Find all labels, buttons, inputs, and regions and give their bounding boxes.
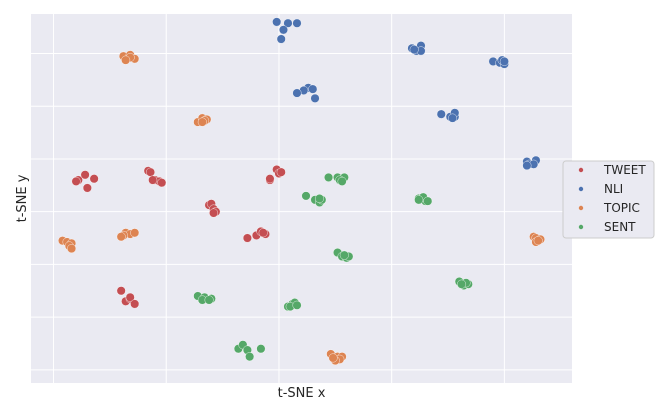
data-point bbox=[276, 167, 286, 177]
data-point bbox=[448, 113, 458, 123]
data-point bbox=[522, 161, 532, 171]
data-point bbox=[80, 170, 90, 180]
data-point bbox=[245, 352, 255, 362]
data-point bbox=[301, 191, 311, 201]
data-point bbox=[265, 174, 275, 184]
legend-label: TOPIC bbox=[603, 201, 640, 215]
data-point bbox=[197, 117, 207, 127]
y-axis-label: t-SNE y bbox=[15, 174, 30, 222]
legend-marker bbox=[578, 186, 584, 192]
data-point bbox=[130, 299, 140, 309]
legend: TWEET NLI TOPIC SENT bbox=[562, 160, 655, 239]
data-point bbox=[324, 172, 334, 182]
series-topic bbox=[58, 50, 545, 366]
data-point bbox=[209, 208, 219, 218]
data-point bbox=[315, 193, 325, 203]
data-point bbox=[121, 55, 131, 65]
data-point bbox=[145, 167, 155, 177]
data-point bbox=[116, 286, 126, 296]
series-tweet bbox=[71, 165, 286, 309]
data-point bbox=[292, 18, 302, 28]
data-point bbox=[499, 56, 509, 66]
data-point bbox=[258, 228, 268, 238]
data-point bbox=[82, 183, 92, 193]
legend-marker bbox=[578, 224, 584, 230]
data-point bbox=[148, 175, 158, 185]
data-point bbox=[116, 232, 126, 242]
data-point bbox=[272, 17, 282, 27]
series-sent bbox=[193, 172, 473, 362]
data-point bbox=[339, 250, 349, 260]
legend-label: SENT bbox=[604, 220, 636, 234]
data-point bbox=[283, 18, 293, 28]
data-point bbox=[256, 344, 266, 354]
data-point bbox=[409, 45, 419, 55]
data-point bbox=[204, 295, 214, 305]
data-point bbox=[89, 174, 99, 184]
series-nli bbox=[272, 17, 541, 171]
data-point bbox=[242, 233, 252, 243]
data-points bbox=[58, 17, 545, 366]
data-point bbox=[292, 300, 302, 310]
data-point bbox=[130, 228, 140, 238]
plot-background bbox=[31, 14, 572, 383]
data-point bbox=[157, 178, 167, 188]
data-point bbox=[276, 34, 286, 44]
data-point bbox=[67, 244, 77, 254]
legend-label: TWEET bbox=[603, 163, 646, 177]
data-point bbox=[414, 195, 424, 205]
data-point bbox=[292, 88, 302, 98]
data-point bbox=[308, 84, 318, 94]
data-point bbox=[533, 236, 543, 246]
data-point bbox=[328, 353, 338, 363]
data-point bbox=[310, 93, 320, 103]
data-point bbox=[423, 196, 433, 206]
data-point bbox=[71, 176, 81, 186]
x-axis-label: t-SNE x bbox=[278, 386, 326, 401]
legend-frame bbox=[562, 160, 655, 239]
legend-label: NLI bbox=[604, 182, 623, 196]
legend-marker bbox=[578, 167, 584, 173]
data-point bbox=[337, 176, 347, 186]
data-point bbox=[457, 279, 467, 289]
data-point bbox=[125, 292, 135, 302]
data-point bbox=[278, 25, 288, 35]
data-point bbox=[436, 109, 446, 119]
legend-marker bbox=[578, 205, 584, 211]
